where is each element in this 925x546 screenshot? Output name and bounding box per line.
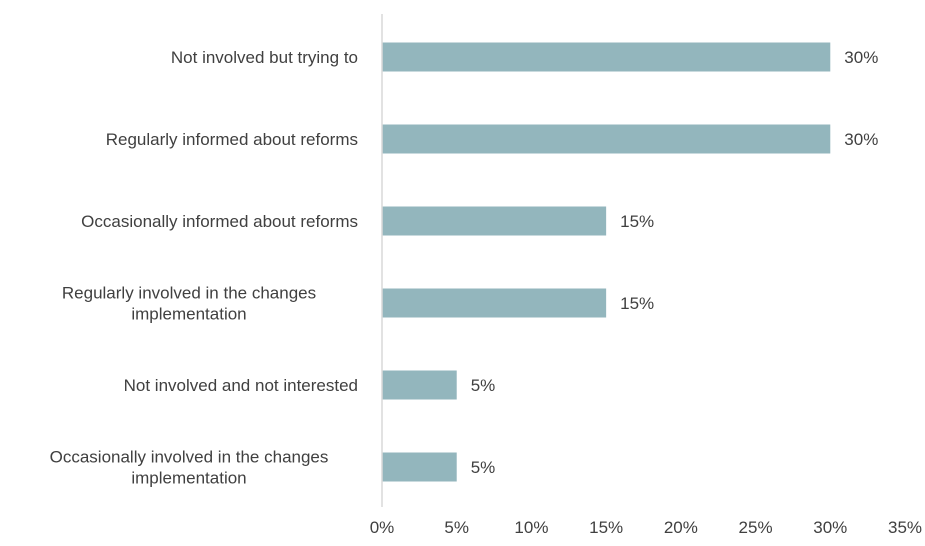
data-label-2: 15% xyxy=(620,212,654,231)
category-label-0: Not involved but trying to xyxy=(171,48,358,67)
data-labels: 30% 30% 15% 15% 5% 5% xyxy=(471,48,879,477)
data-label-5: 5% xyxy=(471,458,496,477)
category-labels: Not involved but trying to Regularly info… xyxy=(50,48,358,488)
category-label-5: Occasionally involved in the changes impl… xyxy=(50,448,329,488)
bar-5 xyxy=(382,452,457,482)
category-label-4: Not involved and not interested xyxy=(124,376,358,395)
data-label-4: 5% xyxy=(471,376,496,395)
x-tick-label-2: 10% xyxy=(514,518,548,537)
bar-4 xyxy=(382,370,457,400)
bars-group xyxy=(382,42,831,482)
data-label-0: 30% xyxy=(844,48,878,67)
category-label-3-line-0: Regularly involved in the changes xyxy=(62,284,316,303)
category-label-3-line-1: implementation xyxy=(131,305,246,324)
x-tick-label-7: 35% xyxy=(888,518,922,537)
category-label-3: Regularly involved in the changes impleme… xyxy=(62,284,316,324)
x-tick-label-3: 15% xyxy=(589,518,623,537)
data-label-3: 15% xyxy=(620,294,654,313)
bar-1 xyxy=(382,124,831,154)
x-tick-label-4: 20% xyxy=(664,518,698,537)
x-tick-label-6: 30% xyxy=(813,518,847,537)
x-tick-label-5: 25% xyxy=(739,518,773,537)
data-label-1: 30% xyxy=(844,130,878,149)
bar-3 xyxy=(382,288,607,318)
x-axis-tick-labels: 0% 5% 10% 15% 20% 25% 30% 35% xyxy=(370,518,922,537)
category-label-5-line-0: Occasionally involved in the changes xyxy=(50,448,329,467)
category-label-1: Regularly informed about reforms xyxy=(106,130,358,149)
bar-0 xyxy=(382,42,831,72)
x-tick-label-0: 0% xyxy=(370,518,395,537)
x-tick-label-1: 5% xyxy=(444,518,469,537)
category-label-2: Occasionally informed about reforms xyxy=(81,212,358,231)
bar-2 xyxy=(382,206,607,236)
category-label-5-line-1: implementation xyxy=(131,469,246,488)
